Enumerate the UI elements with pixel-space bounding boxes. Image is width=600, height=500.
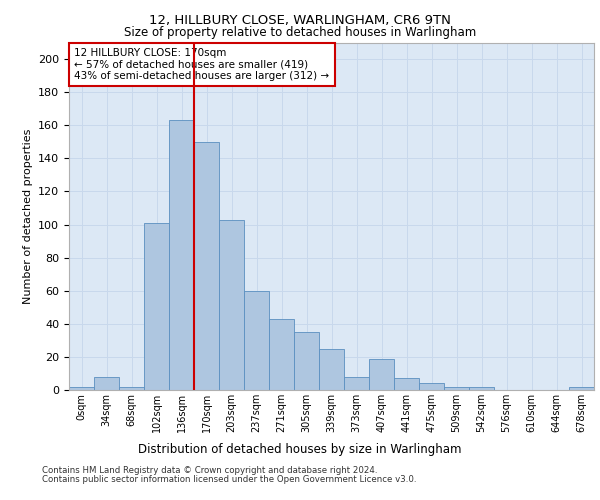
Bar xyxy=(194,142,219,390)
Text: Distribution of detached houses by size in Warlingham: Distribution of detached houses by size … xyxy=(138,442,462,456)
Bar xyxy=(244,290,269,390)
Text: Size of property relative to detached houses in Warlingham: Size of property relative to detached ho… xyxy=(124,26,476,39)
Bar xyxy=(269,319,294,390)
Text: Contains public sector information licensed under the Open Government Licence v3: Contains public sector information licen… xyxy=(42,475,416,484)
Bar xyxy=(219,220,244,390)
Y-axis label: Number of detached properties: Number of detached properties xyxy=(23,128,32,304)
Bar xyxy=(94,377,119,390)
Bar xyxy=(144,223,169,390)
Bar xyxy=(344,377,369,390)
Text: 12 HILLBURY CLOSE: 170sqm
← 57% of detached houses are smaller (419)
43% of semi: 12 HILLBURY CLOSE: 170sqm ← 57% of detac… xyxy=(74,48,329,81)
Bar xyxy=(419,384,444,390)
Text: 12, HILLBURY CLOSE, WARLINGHAM, CR6 9TN: 12, HILLBURY CLOSE, WARLINGHAM, CR6 9TN xyxy=(149,14,451,27)
Bar xyxy=(119,386,144,390)
Bar xyxy=(569,386,594,390)
Bar xyxy=(444,386,469,390)
Bar xyxy=(369,358,394,390)
Bar xyxy=(169,120,194,390)
Bar xyxy=(69,386,94,390)
Bar xyxy=(394,378,419,390)
Text: Contains HM Land Registry data © Crown copyright and database right 2024.: Contains HM Land Registry data © Crown c… xyxy=(42,466,377,475)
Bar xyxy=(319,348,344,390)
Bar xyxy=(294,332,319,390)
Bar xyxy=(469,386,494,390)
